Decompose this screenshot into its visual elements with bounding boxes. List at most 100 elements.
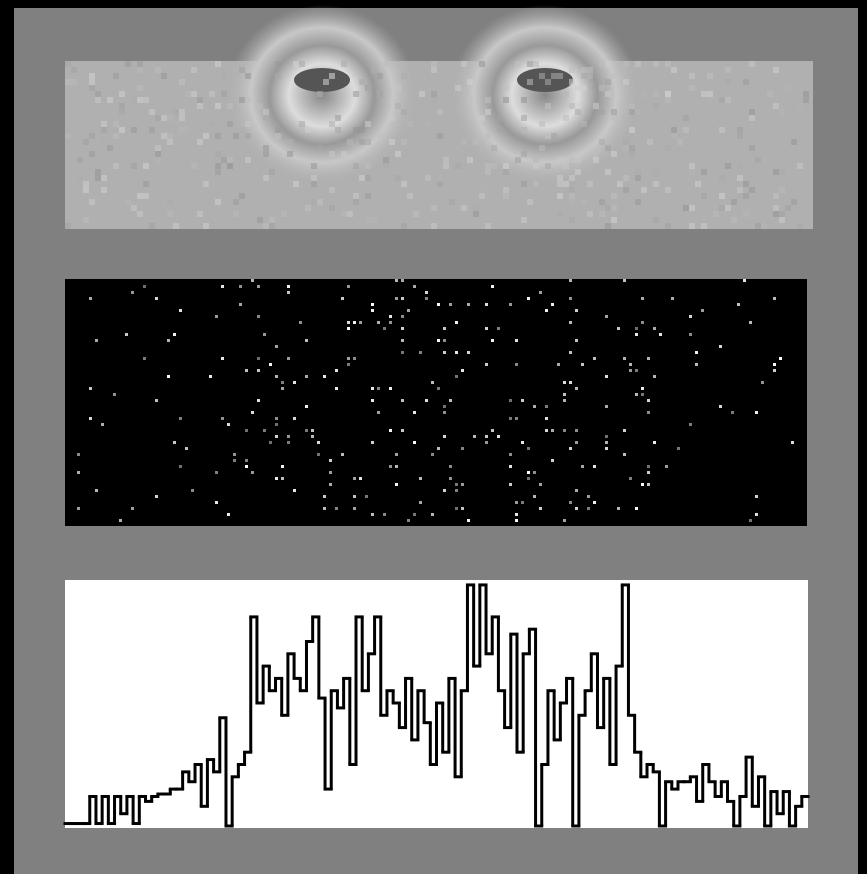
activation-dot: [347, 327, 350, 330]
activation-dot: [569, 501, 572, 504]
activation-dot: [605, 441, 608, 444]
activation-dot: [449, 303, 452, 306]
noise-pixel: [521, 151, 527, 157]
activation-dot: [401, 297, 404, 300]
activation-dot: [755, 411, 758, 414]
activation-dot: [119, 519, 122, 522]
activation-dot: [521, 441, 524, 444]
activation-dot: [791, 441, 794, 444]
activation-dot: [647, 411, 650, 414]
noise-pixel: [329, 187, 335, 193]
noise-pixel: [275, 61, 281, 67]
noise-pixel: [257, 217, 263, 223]
activation-dot: [371, 303, 374, 306]
activation-dot: [419, 477, 422, 480]
activation-dot: [485, 441, 488, 444]
noise-pixel: [731, 199, 737, 205]
activation-dot: [305, 339, 308, 342]
activation-background: [65, 279, 807, 526]
activation-dot: [263, 333, 266, 336]
activation-dot: [437, 447, 440, 450]
noise-pixel: [437, 181, 443, 187]
noise-pixel: [479, 193, 485, 199]
noise-pixel: [527, 199, 533, 205]
noise-pixel: [191, 91, 197, 97]
activation-dot: [305, 375, 308, 378]
activation-dot: [281, 381, 284, 384]
noise-pixel: [485, 223, 491, 229]
activation-dot: [461, 483, 464, 486]
noise-pixel: [239, 67, 245, 73]
noise-pixel: [647, 139, 653, 145]
noise-pixel: [215, 199, 221, 205]
noise-pixel: [155, 145, 161, 151]
noise-pixel: [437, 61, 443, 67]
activation-dot: [569, 381, 572, 384]
noise-pixel: [149, 223, 155, 229]
noise-pixel: [83, 217, 89, 223]
noise-pixel: [287, 139, 293, 145]
noise-pixel: [743, 193, 749, 199]
activation-dot: [605, 435, 608, 438]
noise-pixel: [335, 115, 341, 121]
noise-pixel: [125, 199, 131, 205]
noise-pixel: [515, 61, 521, 67]
noise-pixel: [83, 139, 89, 145]
activation-dot: [251, 471, 254, 474]
noise-pixel: [443, 163, 449, 169]
activation-dot: [419, 501, 422, 504]
noise-pixel: [77, 175, 83, 181]
noise-pixel: [425, 121, 431, 127]
activation-dot: [743, 279, 746, 282]
noise-pixel: [551, 73, 557, 79]
noise-pixel: [407, 121, 413, 127]
activation-dot: [371, 309, 374, 312]
activation-dot: [605, 447, 608, 450]
noise-pixel: [671, 133, 677, 139]
noise-pixel: [395, 85, 401, 91]
noise-pixel: [467, 79, 473, 85]
noise-pixel: [665, 187, 671, 193]
activation-dot: [539, 483, 542, 486]
noise-pixel: [149, 109, 155, 115]
noise-pixel: [725, 205, 731, 211]
activation-dot: [329, 483, 332, 486]
noise-pixel: [83, 187, 89, 193]
noise-pixel: [275, 133, 281, 139]
noise-pixel: [779, 211, 785, 217]
activation-dot: [191, 489, 194, 492]
activation-dot: [569, 297, 572, 300]
activation-dot: [689, 315, 692, 318]
activation-dot: [371, 399, 374, 402]
noise-pixel: [473, 211, 479, 217]
noise-pixel: [71, 67, 77, 73]
noise-pixel: [737, 175, 743, 181]
noise-pixel: [89, 151, 95, 157]
activation-dot: [467, 303, 470, 306]
activation-dot: [287, 435, 290, 438]
noise-pixel: [587, 73, 593, 79]
activation-dot: [401, 339, 404, 342]
activation-dot: [581, 465, 584, 468]
activation-dot: [629, 363, 632, 366]
noise-pixel: [383, 163, 389, 169]
noise-pixel: [743, 79, 749, 85]
activation-image: [65, 279, 807, 526]
noise-pixel: [119, 103, 125, 109]
noise-pixel: [263, 151, 269, 157]
noise-pixel: [587, 181, 593, 187]
activation-dot: [227, 423, 230, 426]
noise-pixel: [233, 133, 239, 139]
noise-pixel: [581, 67, 587, 73]
noise-pixel: [743, 211, 749, 217]
noise-pixel: [65, 211, 71, 217]
activation-dot: [371, 513, 374, 516]
activation-dot: [455, 507, 458, 510]
noise-pixel: [797, 163, 803, 169]
activation-dot: [419, 351, 422, 354]
noise-pixel: [737, 187, 743, 193]
activation-dot: [641, 387, 644, 390]
activation-dot: [473, 435, 476, 438]
noise-pixel: [173, 223, 179, 229]
noise-pixel: [473, 139, 479, 145]
